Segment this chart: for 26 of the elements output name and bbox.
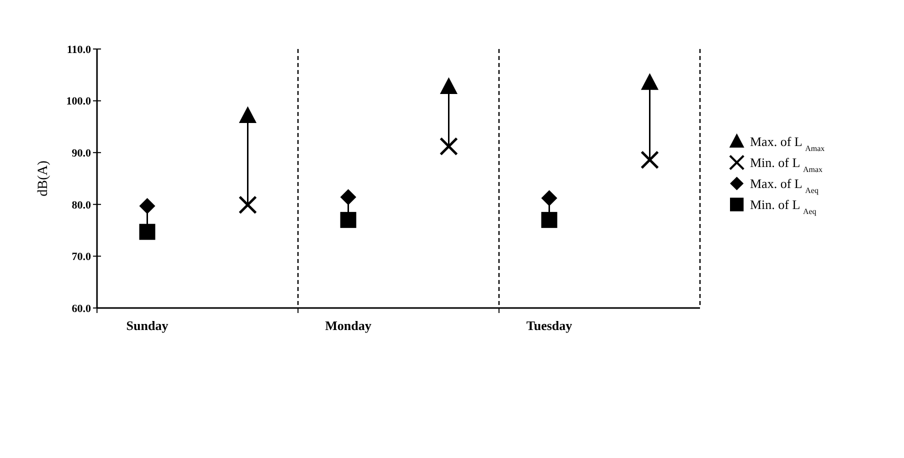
point [640,73,659,90]
y-tick-label: 70.0 [72,251,92,264]
point [238,196,257,214]
x-tick-label: Monday [325,318,372,333]
point [541,212,558,228]
x-tick-label: Tuesday [526,318,573,333]
legend-label: Min. of L $_{Aeq}$ [750,197,816,216]
y-tick-label: 110.0 [66,44,92,56]
y-tick-label: 100.0 [66,96,92,108]
legend-label: Min. of L $_{Amax}$ [750,155,823,174]
y-axis-title: dB(A) [36,160,51,196]
point [139,224,156,240]
legend-label: Max. of L $_{Amax}$ [750,134,825,153]
point [440,77,458,94]
point [340,212,356,228]
y-tick-label: 90.0 [72,147,92,160]
point [238,106,257,124]
point [541,190,558,206]
point [640,150,659,170]
legend-label: Max. of L $_{Aeq}$ [750,176,818,195]
point [340,189,356,206]
y-tick-label: 80.0 [72,199,92,212]
x-tick-label: Sunday [126,318,169,333]
y-tick-label: 60.0 [72,302,92,315]
point [440,137,458,156]
point [139,198,156,214]
